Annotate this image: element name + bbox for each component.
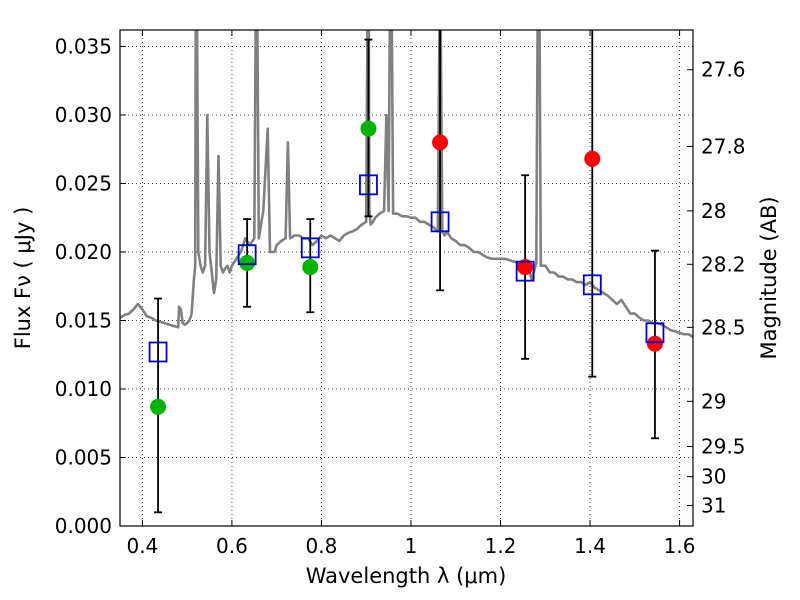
y2-tick-label: 27.6 (701, 58, 746, 82)
y-tick-label: 0.030 (55, 103, 112, 127)
model-band-flux-square (300, 237, 320, 259)
measured-flux-point-ir (584, 150, 601, 167)
y2-tick-label: 29.5 (701, 435, 746, 459)
x-tick-label: 0.4 (126, 534, 158, 558)
y-tick-label: 0.015 (55, 308, 112, 332)
x-tick-label: 1.6 (664, 534, 696, 558)
y2-tick-label: 28 (701, 199, 726, 223)
model-band-flux-square (515, 260, 535, 282)
measured-flux-point-optical (239, 254, 256, 271)
plot-frame (119, 29, 694, 527)
y2-tick-label: 27.8 (701, 134, 746, 158)
y-tick-label: 0.000 (55, 514, 112, 538)
measured-flux-point-ir (517, 259, 534, 276)
model-band-flux-square (237, 244, 257, 266)
model-band-flux-square (645, 322, 665, 344)
y-tick-label: 0.020 (55, 240, 112, 264)
y2-tick-label: 28.2 (701, 252, 746, 276)
model-band-flux-square (582, 274, 602, 296)
x-tick-label: 1.2 (485, 534, 517, 558)
y2-axis-label: Magnitude (AB) (757, 196, 781, 359)
measured-flux-point-ir (432, 134, 449, 151)
y-axis-label: Flux Fν ( μJy ) (11, 207, 35, 350)
y-tick-label: 0.005 (55, 445, 112, 469)
model-spectrum-line (120, 30, 693, 339)
y2-tick-label: 29 (701, 389, 726, 413)
x-tick-label: 0.8 (306, 534, 338, 558)
model-band-flux-square (359, 174, 378, 196)
model-band-flux-square (430, 211, 450, 233)
x-tick-label: 1 (405, 534, 418, 558)
axes: 0.4 0.6 0.8 1 1.2 1.4 1.6 0.000 0.005 0.010 0.015 0… (55, 30, 746, 558)
x-tick-label: 1.4 (574, 534, 606, 558)
model-band-flux-square (148, 341, 168, 363)
measured-flux-point-optical (150, 398, 167, 415)
y-tick-label: 0.010 (55, 377, 112, 401)
y2-tick-label: 31 (701, 493, 726, 517)
y-tick-label: 0.025 (55, 171, 112, 195)
x-tick-label: 0.6 (216, 534, 248, 558)
grid-lines (120, 30, 693, 527)
y2-tick-label: 30 (701, 465, 726, 489)
measured-flux-point-ir (646, 335, 663, 352)
measured-flux-point-optical (302, 259, 319, 276)
plot-area (120, 30, 693, 514)
y2-tick-label: 28.5 (701, 315, 746, 339)
x-axis-label: Wavelength λ (μm) (306, 564, 507, 588)
measured-flux-point-optical (360, 120, 377, 137)
y-tick-label: 0.035 (55, 34, 112, 58)
